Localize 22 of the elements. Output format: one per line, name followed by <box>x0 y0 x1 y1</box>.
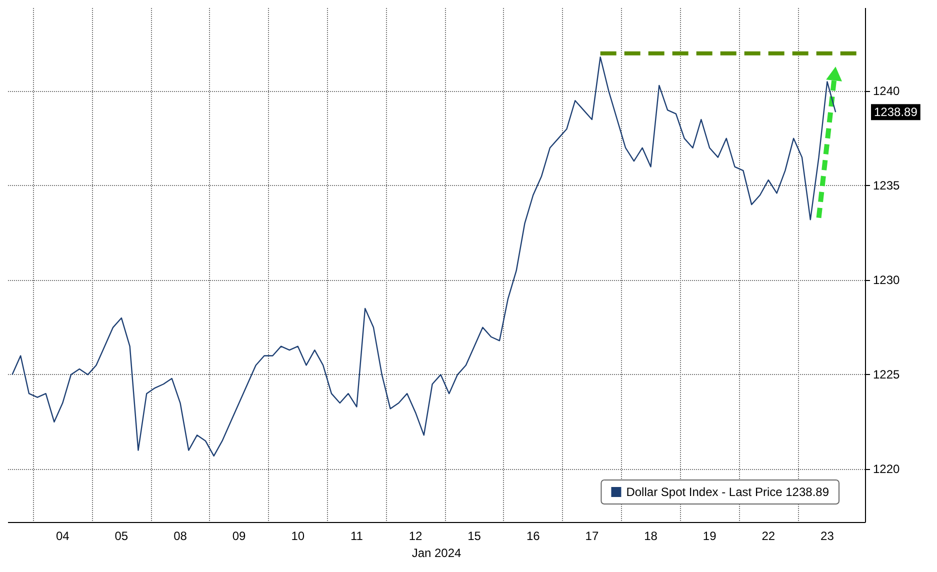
y-tick-label: 1225 <box>873 368 900 382</box>
legend-label: Dollar Spot Index - Last Price 1238.89 <box>626 485 830 499</box>
y-tick-label: 1235 <box>873 178 900 193</box>
x-tick-label: 15 <box>468 529 482 544</box>
x-tick-label: 12 <box>408 529 422 544</box>
y-tick-label: 1220 <box>873 462 900 476</box>
x-tick-label: 09 <box>232 529 246 544</box>
x-tick-label: 19 <box>702 529 717 544</box>
x-tick-label: 17 <box>585 529 599 544</box>
x-tick-label: 22 <box>762 529 776 544</box>
y-tick-label: 1240 <box>873 84 900 98</box>
x-tick-label: 11 <box>350 529 364 544</box>
text: 1238.89 <box>874 105 918 120</box>
x-tick-label: 23 <box>820 529 834 544</box>
x-axis-title: Jan 2024 <box>412 546 462 560</box>
x-tick-label: 05 <box>114 529 128 544</box>
x-tick-label: 16 <box>526 529 540 544</box>
x-tick-label: 18 <box>644 529 658 544</box>
x-tick-label: 04 <box>56 529 70 544</box>
x-tick-label: 08 <box>174 529 188 544</box>
y-tick-label: 1230 <box>873 273 900 288</box>
x-tick-label: 10 <box>291 529 305 544</box>
